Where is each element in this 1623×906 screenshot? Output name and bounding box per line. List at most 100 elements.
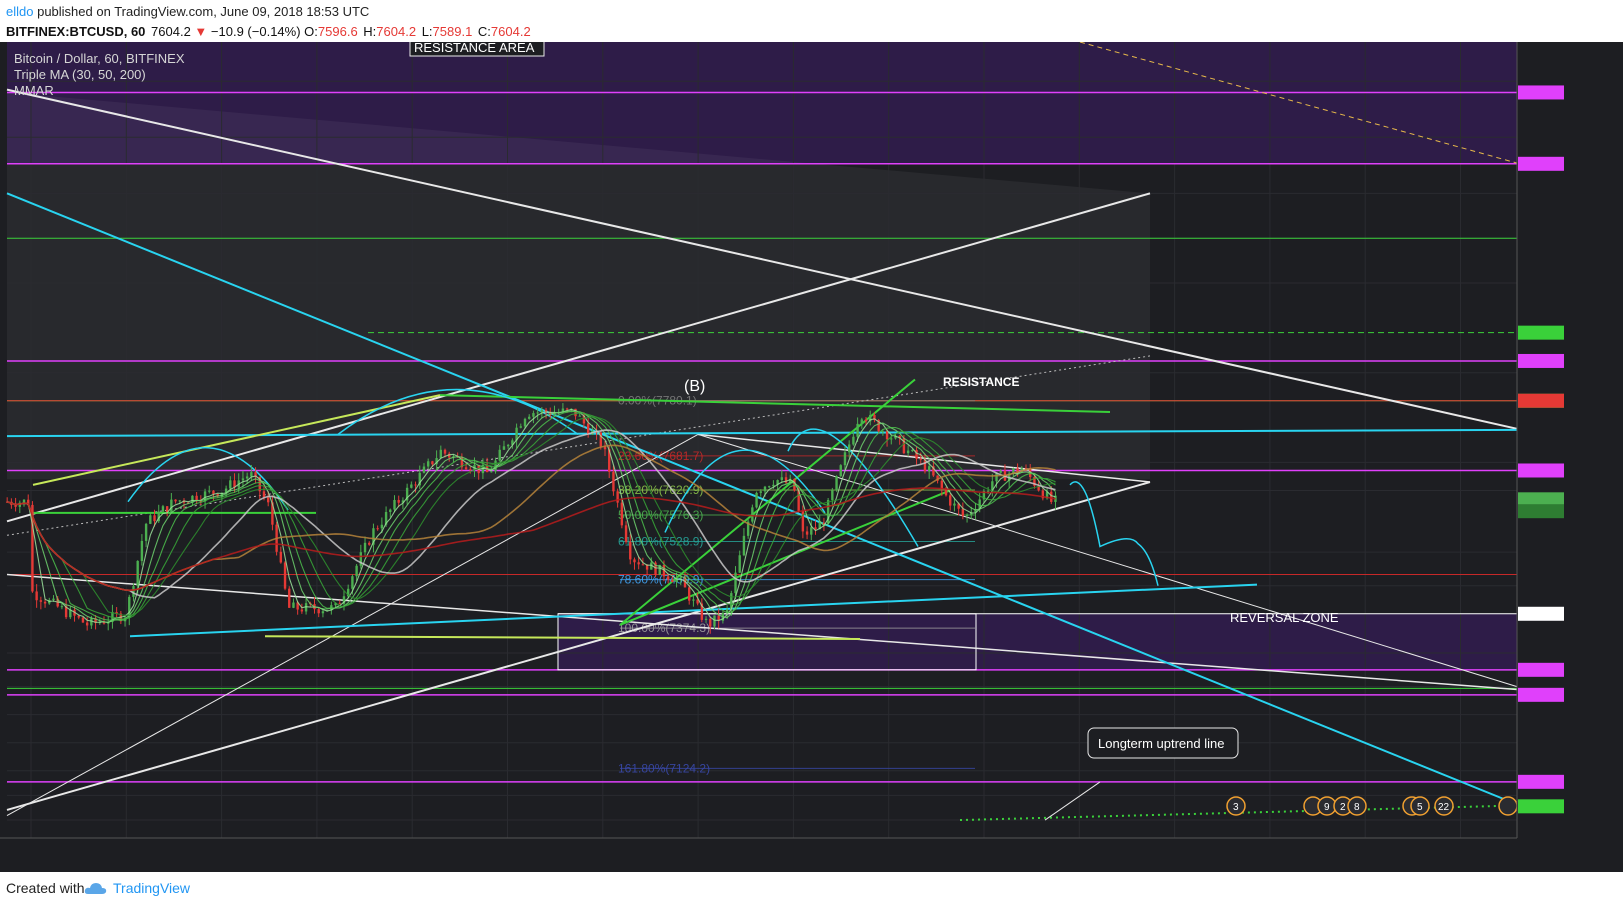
last-price: 7604.2 bbox=[151, 24, 191, 39]
candle-body bbox=[839, 465, 842, 477]
candle-body bbox=[174, 499, 177, 502]
candle-body bbox=[448, 453, 451, 458]
candle-body bbox=[696, 599, 699, 604]
resistance-area-label: RESISTANCE AREA bbox=[414, 42, 535, 55]
candle-body bbox=[1012, 468, 1015, 474]
candle-body bbox=[835, 476, 838, 491]
candle-body bbox=[755, 492, 758, 508]
candle-body bbox=[923, 459, 927, 472]
economic-event-badge bbox=[1347, 796, 1367, 816]
fib-label: 38.20%(7620.9) bbox=[618, 483, 703, 497]
candle-body bbox=[338, 603, 341, 605]
candle-body bbox=[953, 503, 956, 506]
candle-body bbox=[401, 500, 405, 503]
projection-path bbox=[1069, 481, 1159, 586]
candle-body bbox=[902, 438, 906, 454]
price-tag bbox=[1518, 463, 1564, 478]
candle-body bbox=[321, 611, 325, 614]
candle-body bbox=[936, 475, 939, 481]
legend-indicator[interactable]: MMAR bbox=[14, 83, 54, 98]
legend-ma[interactable]: Triple MA (30, 50, 200) bbox=[14, 67, 146, 82]
candle-body bbox=[300, 609, 304, 612]
candle-body bbox=[195, 495, 198, 502]
price-chart[interactable]: 0.00%(7780.1)23.60%(7681.7)38.20%(7620.9… bbox=[0, 42, 1623, 872]
candle-body bbox=[81, 617, 85, 623]
candle-body bbox=[970, 512, 973, 515]
candle-body bbox=[149, 515, 152, 524]
candle-body bbox=[1024, 468, 1028, 470]
cyan-support-line bbox=[129, 583, 1258, 638]
candle-body bbox=[372, 528, 375, 545]
candle-body bbox=[64, 606, 68, 618]
candle-body bbox=[742, 535, 746, 556]
legend-title: Bitcoin / Dollar, 60, BITFINEX bbox=[14, 51, 185, 66]
candle-body bbox=[283, 562, 287, 589]
candle-body bbox=[60, 606, 64, 608]
price-change: −10.9 (−0.14%) bbox=[210, 24, 301, 39]
candle-body bbox=[351, 576, 354, 589]
candle-body bbox=[746, 521, 750, 536]
event-count-label: 9 bbox=[1324, 802, 1330, 813]
candle-body bbox=[582, 415, 586, 424]
candle-body bbox=[704, 618, 708, 620]
candle-body bbox=[460, 457, 464, 468]
candle-body bbox=[843, 452, 847, 466]
candle-body bbox=[780, 477, 784, 481]
candle-body bbox=[90, 618, 93, 626]
candle-body bbox=[136, 560, 139, 587]
moving-average-line bbox=[6, 487, 1056, 592]
open-label: O: bbox=[304, 24, 318, 39]
longterm-uptrend-label: Longterm uptrend line bbox=[1098, 736, 1224, 751]
candle-body bbox=[241, 478, 245, 481]
resistance-area-zone bbox=[7, 42, 1517, 164]
candle-body bbox=[481, 464, 485, 474]
candle-body bbox=[498, 449, 501, 461]
candle-body bbox=[709, 618, 712, 627]
candle-body bbox=[22, 499, 26, 503]
candle-body bbox=[805, 531, 809, 535]
candle-body bbox=[873, 414, 876, 420]
resistance-area-box bbox=[409, 42, 545, 57]
chart-area[interactable]: 0.00%(7780.1)23.60%(7681.7)38.20%(7620.9… bbox=[0, 42, 1623, 872]
candle-body bbox=[317, 609, 320, 614]
descending-lower-line bbox=[6, 573, 1518, 691]
candle-body bbox=[864, 419, 868, 422]
candle-body bbox=[869, 414, 872, 422]
wave-b-label: (B) bbox=[684, 378, 705, 395]
candle-body bbox=[650, 562, 653, 570]
tradingview-brand[interactable]: TradingView bbox=[113, 880, 191, 896]
candle-body bbox=[426, 461, 430, 467]
candle-body bbox=[35, 591, 38, 601]
candle-body bbox=[789, 478, 792, 483]
candle-body bbox=[734, 572, 737, 594]
candle-body bbox=[940, 480, 944, 490]
candle-body bbox=[814, 527, 817, 530]
candle-body bbox=[565, 408, 569, 410]
candle-body bbox=[102, 622, 106, 624]
fib-label: 161.80%(7124.2) bbox=[618, 761, 710, 775]
author-link[interactable]: elldo bbox=[6, 4, 34, 19]
candle-body bbox=[894, 435, 897, 439]
fib-label: 50.00%(7576.3) bbox=[618, 508, 703, 522]
price-axis-bg bbox=[1517, 42, 1623, 872]
ascending-support-line bbox=[6, 481, 1151, 811]
candle-body bbox=[890, 438, 893, 440]
candle-body bbox=[1037, 485, 1040, 491]
callout-pointer bbox=[1044, 781, 1101, 821]
economic-event-badge bbox=[1498, 796, 1518, 816]
candle-body bbox=[772, 484, 775, 487]
candle-body bbox=[561, 408, 565, 413]
time-axis-bg bbox=[0, 838, 1623, 872]
event-count-label: 22 bbox=[1438, 802, 1450, 813]
candle-body bbox=[847, 444, 851, 453]
candle-body bbox=[662, 564, 666, 577]
candle-body bbox=[355, 565, 358, 577]
candle-body bbox=[927, 466, 931, 472]
candle-body bbox=[658, 564, 661, 576]
candle-body bbox=[683, 577, 687, 588]
candle-body bbox=[637, 562, 640, 565]
candle-body bbox=[965, 514, 969, 516]
candle-body bbox=[144, 523, 148, 541]
candle-body bbox=[31, 504, 34, 592]
reversal-zone-label: REVERSAL ZONE bbox=[1230, 610, 1339, 625]
